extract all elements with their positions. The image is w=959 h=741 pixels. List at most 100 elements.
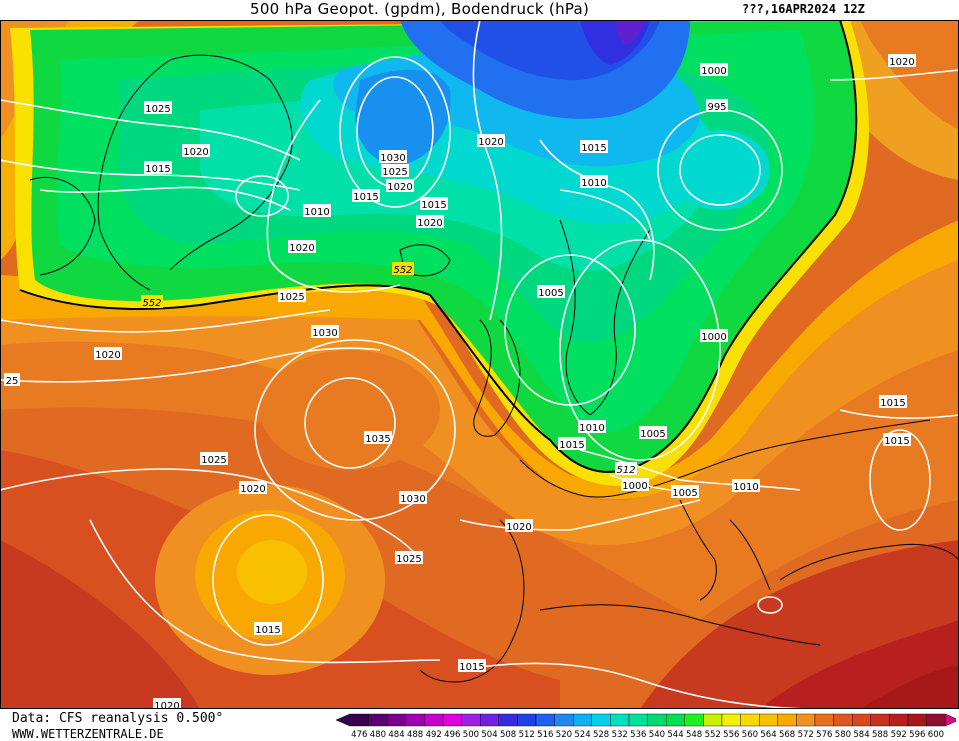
legend-swatch: [647, 713, 667, 727]
legend-swatches: [336, 713, 956, 727]
pressure-label-group: 1025 1020 1015 1030 1025 1020 1015 1010 …: [4, 54, 916, 709]
legend-value: 568: [779, 730, 795, 740]
legend-value: 540: [649, 730, 665, 740]
legend-value: 560: [742, 730, 758, 740]
isobar-1020-atlantic: [0, 347, 381, 383]
pressure-label: 1020: [95, 350, 120, 361]
isobar-1020-west: [266, 99, 401, 293]
scandinavia-west: [559, 219, 591, 416]
pressure-label: 1010: [579, 423, 604, 434]
pressure-label: 1020: [289, 243, 314, 254]
legend-value: 584: [853, 730, 869, 740]
isobar-1020-ne: [829, 69, 959, 81]
legend-value: 536: [630, 730, 646, 740]
scandinavia-east: [589, 229, 651, 416]
black-sea-coast: [779, 543, 959, 581]
pressure-label: 1005: [538, 288, 563, 299]
legend-value: 492: [426, 730, 442, 740]
legend-value: 488: [407, 730, 423, 740]
legend-swatch: [907, 713, 927, 727]
isobar-1015-scand: [539, 139, 655, 281]
legend-labels: 476 480 484 488 492 496 500 504 508 512 516 520 524 5…: [351, 730, 944, 740]
azores-high-band: [260, 350, 440, 470]
pressure-label: 1025: [382, 167, 407, 178]
legend-swatch: [870, 713, 890, 727]
legend-value: 580: [835, 730, 851, 740]
legend-swatch: [721, 713, 741, 727]
legend-value: 576: [816, 730, 832, 740]
legend-swatch: [387, 713, 407, 727]
british-isles-west: [473, 319, 496, 437]
data-source-credit: Data: CFS reanalysis 0.500°: [12, 711, 224, 726]
legend-arrow-left: [336, 713, 351, 727]
geopotential-label: 552: [393, 265, 412, 276]
legend-arrow-right: [944, 713, 956, 727]
greenland-east-coast: [169, 54, 293, 271]
greenland-west-coast: [97, 59, 171, 291]
legend-value: 496: [444, 730, 460, 740]
legend-swatch: [814, 713, 834, 727]
pressure-label: 1015: [884, 436, 909, 447]
pressure-label: 1000: [701, 332, 726, 343]
website-credit: WWW.WETTERZENTRALE.DE: [12, 727, 164, 741]
isobar-995-russia: [679, 134, 761, 206]
legend-swatch: [740, 713, 760, 727]
chart-title: 500 hPa Geopot. (gpdm), Bodendruck (hPa): [250, 0, 590, 18]
isobar-1025-nw: [0, 99, 301, 161]
legend-swatch: [833, 713, 853, 727]
weather-map-svg: 1025 1020 1015 1030 1025 1020 1015 1010 …: [0, 20, 959, 709]
legend-swatch: [926, 713, 946, 727]
isobar-1000-scand: [559, 239, 721, 461]
legend-swatch: [442, 713, 462, 727]
legend-swatch: [517, 713, 537, 727]
legend-swatch: [852, 713, 872, 727]
isobar-1015-africa: [459, 662, 821, 709]
pressure-label: 1010: [581, 178, 606, 189]
pressure-label: 1010: [733, 482, 758, 493]
isobar-1015-atlantic: [0, 309, 331, 333]
geopotential-label-group: 552 552 512: [141, 262, 637, 476]
isobar-1020-iberia: [459, 499, 701, 531]
isobar-1010-scand: [559, 189, 651, 241]
legend-swatch: [591, 713, 611, 727]
geopotential-label: 552: [142, 298, 161, 309]
pressure-label: 1020: [478, 137, 503, 148]
legend-value: 544: [667, 730, 683, 740]
legend-value: 596: [909, 730, 925, 740]
pressure-label: 1015: [353, 192, 378, 203]
pressure-label: 1015: [559, 440, 584, 451]
legend-value: 476: [351, 730, 367, 740]
isobar-1020-central: [472, 20, 503, 321]
pressure-label: 1030: [400, 494, 425, 505]
pressure-label: 1015: [145, 164, 170, 175]
isobar-1015-south: [89, 519, 441, 664]
pressure-label: 1025: [201, 455, 226, 466]
weather-map: 1025 1020 1015 1030 1025 1020 1015 1010 …: [0, 20, 959, 709]
pressure-label: 1020: [506, 522, 531, 533]
isobar-1030-azores: [254, 339, 456, 521]
low-russia-core: [670, 130, 770, 210]
legend-swatch: [666, 713, 686, 727]
pressure-label: 1015: [421, 200, 446, 211]
isobar-1020-south: [212, 514, 324, 646]
balkans-coast: [729, 519, 771, 591]
legend-swatch: [424, 713, 444, 727]
legend-value: 512: [519, 730, 535, 740]
legend-value: 552: [705, 730, 721, 740]
chart-header: 500 hPa Geopot. (gpdm), Bodendruck (hPa)…: [0, 0, 959, 20]
legend-value: 484: [388, 730, 404, 740]
pressure-label: 1010: [304, 207, 329, 218]
isobar-1025-south: [0, 468, 421, 561]
legend-swatch: [796, 713, 816, 727]
legend-value: 500: [463, 730, 479, 740]
pressure-label: 1015: [880, 398, 905, 409]
pressure-label: 1025: [396, 554, 421, 565]
legend-value: 480: [370, 730, 386, 740]
valid-datetime: ???,16APR2024 12Z: [742, 2, 865, 16]
pressure-label: 1015: [459, 662, 484, 673]
low-iceland-core: [355, 69, 451, 165]
pressure-label: 1030: [380, 153, 405, 164]
field-592-east: [860, 665, 959, 709]
geopotential-label: 512: [616, 465, 635, 476]
isobar-1035-azores: [304, 377, 396, 469]
